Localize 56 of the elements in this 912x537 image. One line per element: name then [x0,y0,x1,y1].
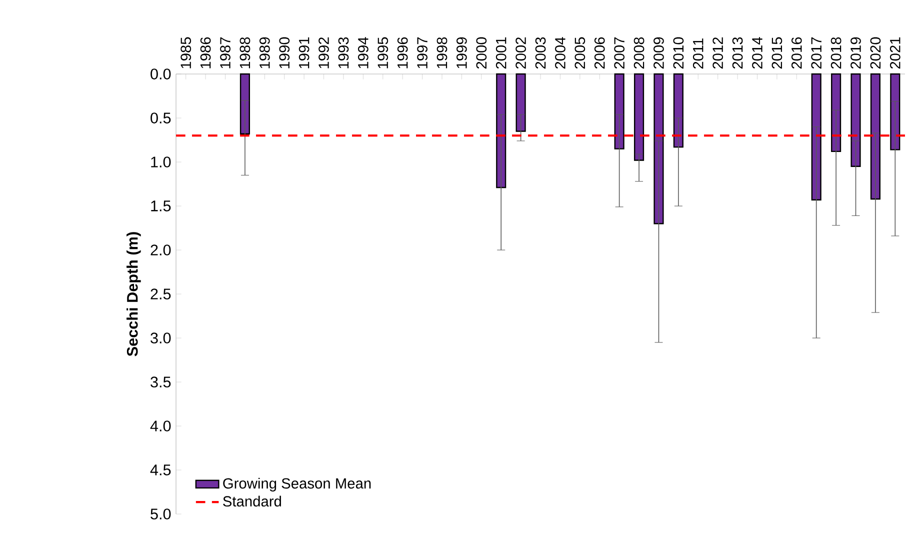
x-tick-label: 1990 [279,37,290,68]
x-tick-label: 1992 [318,37,329,68]
bar [614,73,624,150]
x-tick-label: 1993 [338,37,349,68]
x-tick-label: 1994 [358,37,368,68]
y-tick-label: 1.5 [151,200,171,212]
x-tick-label: 1989 [259,37,270,68]
x-tick-label: 2012 [712,37,724,69]
x-tick-label: 2021 [890,37,900,69]
x-tick-label: 2002 [516,37,526,69]
x-tick-label: 2006 [594,37,605,69]
x-tick-label: 1988 [240,37,250,68]
legend-label: Standard [223,496,281,507]
x-tick-label: 1996 [397,37,408,68]
x-tick-label: 2015 [772,37,782,69]
bar [673,73,684,148]
x-tick-label: 2003 [535,37,546,69]
y-tick-label: 2.5 [150,288,171,300]
x-tick-label: 2013 [732,37,743,69]
x-tick-label: 2014 [752,37,762,69]
y-tick-label: 0.5 [150,112,171,124]
x-tick-label: 2004 [555,37,566,69]
y-tick-label: 4.5 [150,464,171,476]
y-tick-label: 3.0 [150,332,171,344]
x-tick-label: 2010 [673,37,684,69]
y-tick-label: 4.0 [150,420,171,432]
x-tick-label: 1987 [220,37,230,68]
bar [634,73,644,161]
legend-label: Growing Season Mean [223,478,371,492]
x-tick-label: 2001 [496,37,506,69]
y-tick-label: 0.0 [150,68,171,80]
x-tick-label: 2007 [614,37,625,69]
y-tick-label: 1.0 [151,156,171,168]
x-tick-label: 2009 [654,37,664,69]
x-tick-label: 1985 [180,37,192,68]
y-tick-label: 3.5 [150,376,171,388]
x-tick-label: 1995 [378,37,388,68]
bar [516,73,526,132]
y-axis-title: Secchi Depth (m) [126,232,141,356]
x-tick-label: 2000 [476,37,487,69]
x-tick-label: 2017 [811,37,822,69]
x-tick-label: 2005 [574,37,586,69]
x-tick-label: 2020 [870,37,881,69]
bar [850,73,861,168]
x-tick-label: 1991 [298,37,310,68]
x-tick-label: 2019 [850,37,861,69]
x-tick-label: 2008 [634,37,644,69]
x-tick-label: 1986 [200,37,211,68]
y-tick-label: 2.0 [150,244,171,256]
x-tick-label: 1998 [436,37,448,68]
x-tick-label: 1997 [417,37,428,68]
y-tick-label: 5.0 [150,508,171,520]
x-tick-label: 2018 [830,37,842,69]
x-tick-label: 2016 [791,37,802,69]
x-tick-label: 2011 [692,38,704,69]
x-tick-label: 1999 [456,37,467,68]
